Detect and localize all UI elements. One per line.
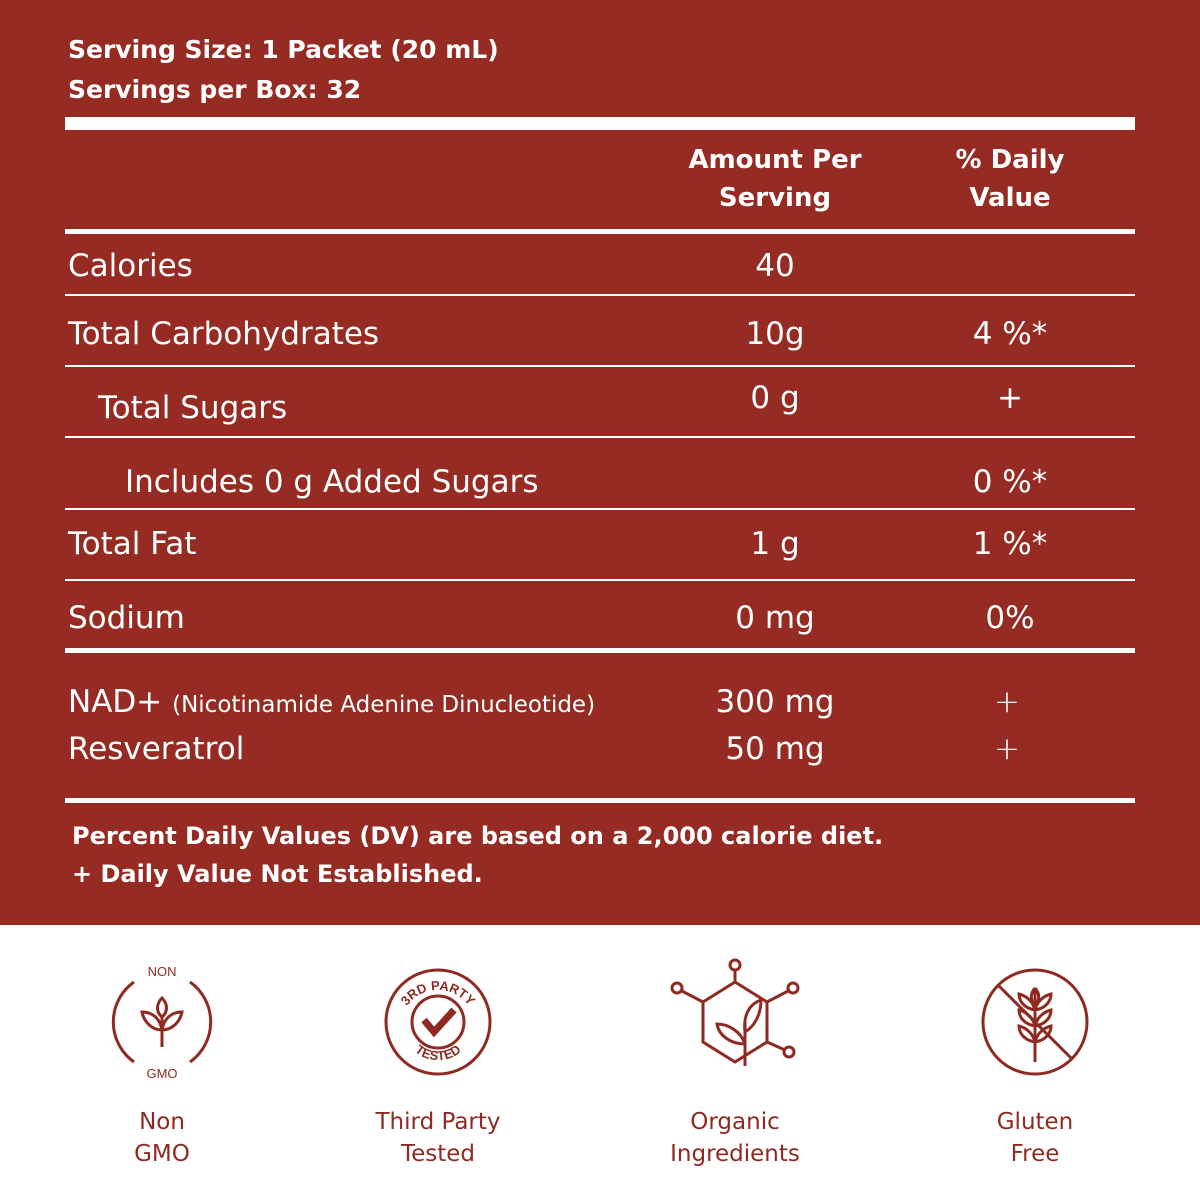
- daily-value: 0%: [985, 600, 1035, 636]
- badge-label: Third Party: [375, 1109, 501, 1135]
- footnote: Percent Daily Values (DV) are based on a…: [72, 822, 884, 850]
- nutrient-name: Total Sugars: [98, 390, 288, 426]
- icon-text: TESTED: [413, 1042, 464, 1064]
- servings-per-box: Servings per Box: 32: [68, 75, 362, 104]
- rule: [65, 229, 1135, 234]
- amount: 300 mg: [715, 684, 835, 720]
- nutrient-name: NAD+: [68, 684, 163, 720]
- rule: [65, 365, 1135, 367]
- nutrient-name: Total Carbohydrates: [68, 316, 380, 352]
- nutrient-name: Resveratrol: [68, 731, 245, 767]
- daily-value: 0 %*: [972, 464, 1048, 500]
- badge-label: Ingredients: [670, 1141, 800, 1167]
- rule: [65, 117, 1135, 130]
- organic-icon: [670, 958, 800, 1066]
- daily-value: 1 %*: [972, 526, 1048, 562]
- daily-value: +: [994, 731, 1020, 767]
- badge-label: Organic: [690, 1109, 780, 1135]
- daily-value: 4 %*: [972, 316, 1048, 352]
- nutrient-name: Sodium: [68, 600, 185, 636]
- daily-value: +: [994, 684, 1020, 720]
- non-gmo-icon: NON GMO: [111, 964, 213, 1081]
- icon-text: 3RD PARTY: [398, 978, 479, 1008]
- col-header: Amount Per: [688, 145, 862, 175]
- gluten-free-icon: [981, 968, 1089, 1076]
- col-header: % Daily: [955, 145, 1065, 175]
- col-header: Serving: [718, 183, 832, 213]
- rule: [65, 798, 1135, 803]
- nutrient-name: Calories: [68, 248, 193, 284]
- badge-label: GMO: [134, 1141, 190, 1167]
- daily-value: +: [997, 380, 1023, 416]
- badge-label: Free: [1010, 1141, 1060, 1167]
- third-party-icon: 3RD PARTY TESTED: [384, 968, 492, 1076]
- badge-label: Gluten: [996, 1109, 1074, 1135]
- icon-text: NON: [148, 964, 177, 979]
- badge-icons: NON GMO 3RD PARTY TESTED: [111, 958, 1089, 1081]
- nutrient-name: Total Fat: [68, 526, 197, 562]
- rule: [65, 579, 1135, 581]
- nutrition-panel: Serving Size: 1 Packet (20 mL) Servings …: [0, 0, 1200, 925]
- nutrient-note: (Nicotinamide Adenine Dinucleotide): [172, 692, 596, 718]
- icon-text: TESTED: [413, 1042, 464, 1064]
- rule: [65, 436, 1135, 438]
- amount: 10g: [745, 316, 805, 352]
- rule: [65, 508, 1135, 510]
- icon-text: 3RD PARTY: [398, 978, 479, 1008]
- amount: 50 mg: [725, 731, 825, 767]
- serving-size: Serving Size: 1 Packet (20 mL): [68, 35, 499, 64]
- badge-label: Tested: [400, 1141, 476, 1167]
- amount: 1 g: [750, 526, 800, 562]
- rule: [65, 294, 1135, 296]
- footnote: + Daily Value Not Established.: [72, 860, 483, 888]
- icon-text: GMO: [146, 1066, 177, 1081]
- amount: 40: [755, 248, 795, 284]
- amount: 0 mg: [735, 600, 815, 636]
- col-header: Value: [969, 183, 1051, 213]
- rule: [65, 648, 1135, 653]
- amount: 0 g: [750, 380, 800, 416]
- badge-label: Non: [139, 1109, 185, 1135]
- nutrient-name: NAD+ (Nicotinamide Adenine Dinucleotide): [68, 684, 595, 720]
- nutrient-name: Includes 0 g Added Sugars: [125, 464, 539, 500]
